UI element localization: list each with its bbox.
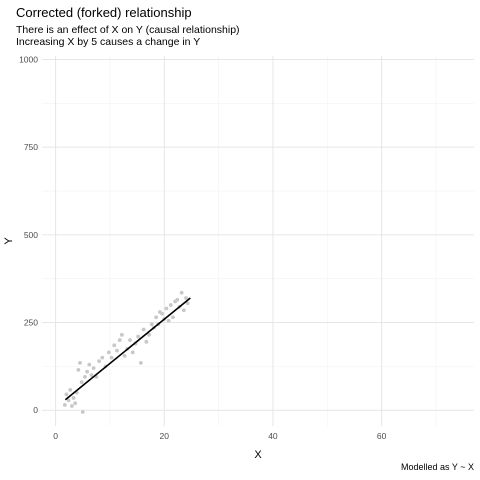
y-tick-label: 750 bbox=[24, 142, 38, 152]
chart-subtitle-line-2: Increasing X by 5 causes a change in Y bbox=[16, 36, 201, 48]
data-point bbox=[66, 398, 71, 403]
data-point bbox=[85, 369, 90, 374]
data-point bbox=[78, 360, 82, 365]
fit-line bbox=[64, 297, 191, 401]
data-point bbox=[147, 332, 151, 337]
data-point bbox=[83, 375, 87, 379]
data-points bbox=[62, 290, 190, 414]
data-point bbox=[154, 315, 159, 320]
data-point bbox=[106, 350, 111, 355]
data-point bbox=[160, 311, 164, 316]
data-point bbox=[64, 392, 69, 397]
x-axis-label: X bbox=[254, 449, 262, 461]
data-point bbox=[112, 343, 117, 348]
data-point bbox=[122, 353, 127, 358]
tick-labels: 0 20 40 60 0 250 500 750 1000 bbox=[19, 55, 387, 441]
y-tick-label: 1000 bbox=[19, 55, 38, 65]
chart-title: Corrected (forked) relationship bbox=[16, 5, 192, 20]
data-point bbox=[97, 359, 101, 364]
data-point bbox=[138, 360, 143, 365]
data-point bbox=[100, 355, 105, 360]
data-point bbox=[115, 348, 119, 353]
y-tick-label: 250 bbox=[24, 318, 38, 328]
x-tick-label: 60 bbox=[377, 431, 387, 441]
data-point bbox=[136, 334, 141, 339]
data-point bbox=[171, 315, 175, 320]
data-point bbox=[62, 403, 67, 407]
data-point bbox=[166, 318, 171, 323]
data-point bbox=[185, 301, 190, 306]
data-point bbox=[76, 367, 81, 372]
data-point bbox=[73, 401, 78, 406]
y-tick-label: 0 bbox=[33, 405, 38, 415]
data-point bbox=[117, 338, 122, 342]
data-point bbox=[109, 355, 114, 360]
data-point bbox=[164, 306, 169, 311]
data-point bbox=[168, 303, 173, 307]
data-point bbox=[130, 350, 135, 355]
y-tick-label: 500 bbox=[24, 230, 38, 240]
data-point bbox=[149, 322, 154, 327]
data-point bbox=[179, 290, 184, 295]
data-point bbox=[184, 296, 188, 300]
data-point bbox=[119, 332, 124, 337]
grid-lines bbox=[42, 56, 474, 426]
chart-subtitle-line-1: There is an effect of X on Y (causal rel… bbox=[16, 24, 240, 36]
data-point bbox=[71, 396, 76, 400]
data-point bbox=[141, 327, 146, 332]
x-tick-label: 20 bbox=[160, 431, 170, 441]
data-point bbox=[80, 410, 85, 414]
chart-caption: Modelled as Y ~ X bbox=[401, 462, 474, 472]
data-point bbox=[89, 373, 94, 378]
fit-line-group bbox=[64, 297, 191, 401]
data-point bbox=[87, 362, 92, 367]
data-point bbox=[181, 308, 186, 313]
data-point bbox=[68, 387, 73, 392]
data-point bbox=[128, 338, 132, 342]
data-point bbox=[91, 366, 96, 371]
x-tick-label: 0 bbox=[53, 431, 58, 441]
y-axis-label: Y bbox=[3, 237, 15, 245]
x-tick-label: 40 bbox=[268, 431, 278, 441]
data-point bbox=[175, 297, 180, 302]
data-point bbox=[79, 380, 84, 385]
data-point bbox=[144, 339, 149, 344]
data-point bbox=[69, 404, 74, 408]
